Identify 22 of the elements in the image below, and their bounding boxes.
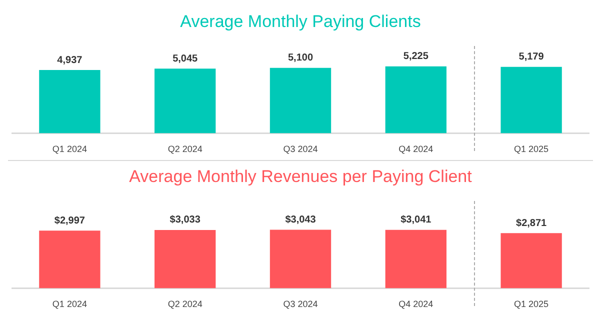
x-tick-label: Q3 2024 bbox=[283, 299, 318, 310]
data-label: $2,997 bbox=[54, 215, 86, 226]
data-label: 5,045 bbox=[172, 53, 198, 64]
x-tick-label: Q1 2024 bbox=[52, 299, 87, 310]
chart-title: Average Monthly Paying Clients bbox=[180, 12, 421, 31]
data-label: 5,225 bbox=[403, 51, 429, 62]
x-tick-label: Q1 2025 bbox=[514, 299, 549, 310]
chart-title: Average Monthly Revenues per Paying Client bbox=[129, 166, 472, 186]
data-label: 4,937 bbox=[57, 54, 83, 66]
x-tick-label: Q2 2024 bbox=[168, 299, 202, 310]
x-tick-label: Q4 2024 bbox=[398, 299, 434, 310]
data-label: 5,100 bbox=[288, 52, 314, 64]
x-tick-label: Q2 2024 bbox=[168, 144, 202, 154]
x-tick-label: Q3 2024 bbox=[283, 144, 318, 154]
x-tick-label: Q1 2025 bbox=[514, 144, 549, 154]
data-label: $3,041 bbox=[400, 214, 432, 226]
x-tick-label: Q1 2024 bbox=[52, 144, 87, 154]
x-tick-label: Q4 2024 bbox=[398, 144, 434, 154]
data-label: 5,179 bbox=[518, 52, 544, 63]
data-label: $3,043 bbox=[285, 214, 316, 226]
data-label: $3,033 bbox=[170, 214, 201, 226]
data-label: $2,871 bbox=[516, 218, 548, 229]
